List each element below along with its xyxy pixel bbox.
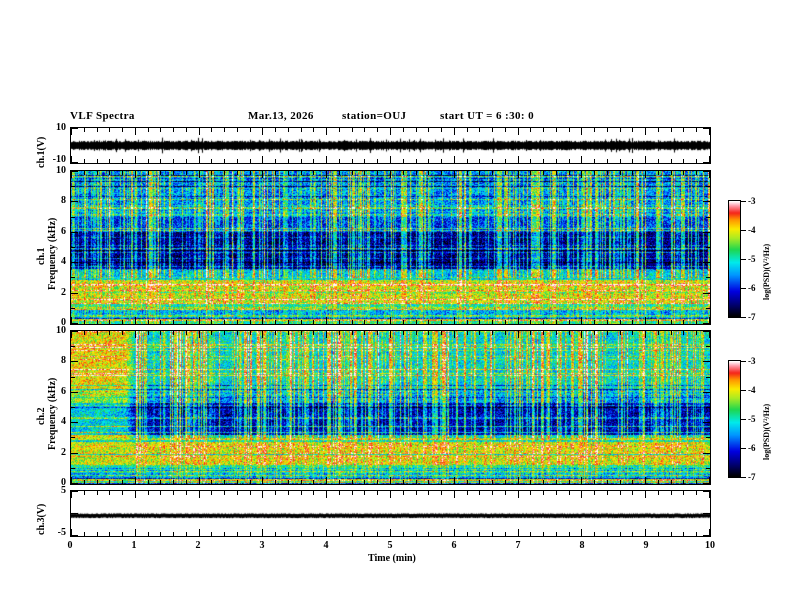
colorbar-ch2-ticklabel: -7: [748, 472, 756, 482]
ch1spec-ytick-6: 6: [61, 226, 66, 237]
ch1-spectrogram-canvas: [71, 171, 710, 324]
colorbar-ch2-tickmark: [741, 390, 746, 391]
ch2spec-ytick-4: 4: [61, 416, 66, 427]
colorbar-ch2-tickmark: [741, 477, 746, 478]
colorbar-ch1-tickmark: [741, 230, 746, 231]
colorbar-ch1-tickmark: [741, 317, 746, 318]
ch1-spectrogram-ticks: [71, 171, 710, 324]
colorbar-ch2-gradient: [729, 361, 740, 477]
ch3-waveform-ticks: [71, 491, 710, 536]
x-axis-ticklabel: 10: [705, 540, 715, 551]
panel-ch1-waveform: [70, 127, 711, 164]
page-title: VLF Spectra: [70, 110, 135, 122]
ch1spec-ytick-10: 10: [56, 165, 66, 176]
x-axis-ticklabel: 4: [323, 540, 329, 551]
ch3-waveform-canvas: [71, 491, 710, 536]
colorbar-ch1-ticklabel: -5: [748, 254, 756, 264]
x-axis-ticklabel: 7: [515, 540, 521, 551]
ch2-spectrogram-axis-title-channel: ch.2: [36, 407, 47, 426]
colorbar-ch2-tickmark: [741, 361, 746, 362]
ch2spec-ytick-2: 2: [61, 447, 66, 458]
panel-ch2-spectrogram: [70, 330, 711, 485]
ch3-waveform-axis-title: ch.3(V): [36, 503, 47, 535]
colorbar-ch1-ticklabel: -4: [748, 225, 756, 235]
x-axis-ticklabel: 9: [643, 540, 649, 551]
ch1spec-ytick-4: 4: [61, 256, 66, 267]
x-axis-ticklabel: 0: [67, 540, 73, 551]
ch1-spectrogram-axis-title-unit: Frequency (kHz): [47, 217, 58, 290]
colorbar-ch2: [728, 360, 741, 478]
colorbar-ch2-ticklabel: -5: [748, 414, 756, 424]
ch1-waveform-axis-title: ch.1(V): [36, 136, 47, 168]
colorbar-ch1-tickmark: [741, 259, 746, 260]
colorbar-ch2-label: log(PSD)(V²/Hz): [762, 403, 771, 460]
colorbar-ch2-ticklabel: -4: [748, 385, 756, 395]
ch1-ytick-bottom: -10: [52, 154, 66, 165]
ch2spec-ytick-6: 6: [61, 386, 66, 397]
ch1spec-ytick-2: 2: [61, 287, 66, 298]
station-label: station=OUJ: [342, 110, 407, 122]
colorbar-ch1-gradient: [729, 201, 740, 317]
colorbar-ch2-tickmark: [741, 419, 746, 420]
colorbar-ch1-tickmark: [741, 201, 746, 202]
ch1spec-ytick-0: 0: [61, 317, 66, 328]
x-axis-ticklabel: 3: [259, 540, 265, 551]
ch3-ytick-bottom: -5: [57, 527, 66, 538]
ch2-spectrogram-axis-title-unit: Frequency (kHz): [47, 377, 58, 450]
ch1-waveform-ticks: [71, 128, 710, 163]
observation-date: Mar.13, 2026: [248, 110, 314, 122]
start-ut-label: start UT = 6 :30: 0: [440, 110, 535, 122]
panel-ch3-waveform: [70, 490, 711, 537]
ch2spec-ytick-8: 8: [61, 355, 66, 366]
colorbar-ch2-tickmark: [741, 448, 746, 449]
colorbar-ch2-ticklabel: -6: [748, 443, 756, 453]
ch2-spectrogram-ticks: [71, 331, 710, 484]
ch3-ytick-top: 5: [61, 485, 66, 496]
colorbar-ch1-tickmark: [741, 288, 746, 289]
colorbar-ch1-ticklabel: -6: [748, 283, 756, 293]
colorbar-ch1-ticklabel: -3: [748, 196, 756, 206]
colorbar-ch1: [728, 200, 741, 318]
x-axis-ticklabel: 1: [131, 540, 137, 551]
colorbar-ch1-ticklabel: -7: [748, 312, 756, 322]
x-axis-ticklabel: 5: [387, 540, 393, 551]
ch2spec-ytick-10: 10: [56, 325, 66, 336]
x-axis-ticklabel: 2: [195, 540, 201, 551]
x-axis-ticklabel: 8: [579, 540, 585, 551]
ch2-spectrogram-canvas: [71, 331, 710, 484]
colorbar-ch1-label: log(PSD)(V²/Hz): [762, 243, 771, 300]
x-axis-ticklabel: 6: [451, 540, 457, 551]
x-axis-title: Time (min): [368, 553, 416, 564]
colorbar-ch2-ticklabel: -3: [748, 356, 756, 366]
panel-ch1-spectrogram: [70, 170, 711, 325]
ch2spec-ytick-0: 0: [61, 477, 66, 488]
plot-title-row: VLF Spectra Mar.13, 2026 station=OUJ sta…: [70, 110, 710, 126]
ch1-ytick-top: 10: [56, 122, 66, 133]
ch1-spectrogram-axis-title-channel: ch.1: [36, 247, 47, 266]
ch1spec-ytick-8: 8: [61, 195, 66, 206]
